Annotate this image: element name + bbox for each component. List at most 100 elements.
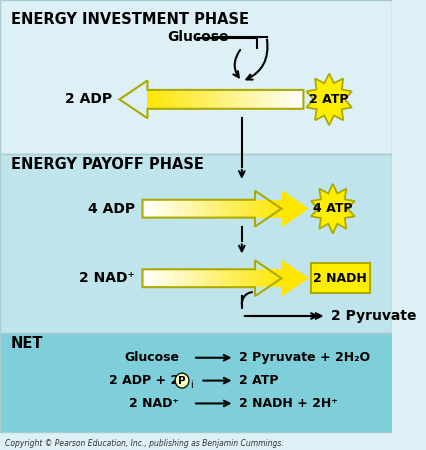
Bar	[305, 276, 306, 280]
Bar	[296, 201, 298, 217]
Bar	[236, 200, 241, 218]
Bar	[305, 276, 307, 280]
Bar	[150, 269, 154, 287]
Bar	[219, 200, 223, 218]
Bar	[202, 90, 207, 109]
Bar	[275, 269, 279, 287]
Bar	[170, 200, 175, 218]
Bar	[201, 200, 206, 218]
Polygon shape	[306, 73, 352, 125]
Bar	[305, 207, 306, 211]
Bar	[250, 269, 255, 287]
Bar	[295, 269, 296, 287]
Bar	[278, 269, 282, 287]
Bar	[268, 269, 272, 287]
Bar	[290, 197, 292, 221]
Bar	[205, 200, 210, 218]
Bar	[153, 200, 157, 218]
Bar	[301, 204, 303, 213]
Text: 4 ADP: 4 ADP	[88, 202, 135, 216]
Bar	[226, 269, 230, 287]
Bar	[163, 200, 168, 218]
Bar	[299, 203, 301, 215]
Bar	[250, 200, 255, 218]
Text: 2 NAD⁺: 2 NAD⁺	[129, 397, 179, 410]
Bar	[302, 205, 304, 213]
Bar	[286, 194, 288, 224]
Bar	[295, 200, 296, 218]
Bar	[0, 154, 391, 333]
Bar	[233, 200, 237, 218]
Bar	[222, 269, 227, 287]
Bar	[219, 269, 223, 287]
Bar	[283, 261, 285, 295]
Bar	[295, 200, 297, 217]
Bar	[291, 197, 292, 220]
Bar	[301, 274, 303, 283]
Bar	[290, 266, 292, 290]
Text: 2 NADH + 2H⁺: 2 NADH + 2H⁺	[239, 397, 338, 410]
Bar	[163, 90, 168, 109]
Bar	[299, 272, 301, 284]
Bar	[289, 196, 291, 222]
Bar	[240, 269, 244, 287]
Bar	[247, 200, 251, 218]
Bar	[284, 193, 286, 225]
Bar	[146, 269, 150, 287]
Bar	[156, 269, 161, 287]
Bar	[222, 200, 227, 218]
Bar	[286, 264, 288, 293]
Bar	[205, 269, 210, 287]
Bar	[303, 205, 304, 212]
Bar	[209, 200, 213, 218]
Text: 2 NAD⁺: 2 NAD⁺	[79, 271, 135, 285]
Bar	[159, 90, 164, 109]
Bar	[0, 333, 391, 432]
Bar	[268, 200, 272, 218]
Bar	[150, 200, 154, 218]
Bar	[143, 200, 147, 218]
Bar	[301, 273, 302, 283]
Bar	[241, 90, 246, 109]
Bar	[264, 269, 268, 287]
Bar	[256, 90, 262, 109]
Bar	[237, 90, 242, 109]
Bar	[268, 90, 273, 109]
Bar	[147, 90, 152, 109]
Bar	[305, 207, 307, 211]
Bar	[170, 269, 175, 287]
Text: 2 ATP: 2 ATP	[309, 93, 349, 106]
Bar	[160, 269, 164, 287]
Bar	[218, 90, 222, 109]
Bar	[300, 273, 302, 284]
Text: P: P	[178, 376, 186, 386]
Bar	[288, 90, 293, 109]
Bar	[284, 262, 286, 294]
Bar	[233, 90, 238, 109]
Bar	[229, 90, 234, 109]
Bar	[198, 269, 202, 287]
Bar	[304, 275, 305, 281]
Circle shape	[175, 373, 189, 388]
Bar	[194, 90, 199, 109]
Bar	[229, 269, 234, 287]
Bar	[307, 208, 308, 210]
Bar	[271, 200, 276, 218]
Bar	[292, 267, 294, 289]
Bar	[287, 264, 288, 292]
Bar	[306, 207, 308, 210]
Bar	[167, 200, 171, 218]
Bar	[285, 194, 287, 224]
Bar	[226, 200, 230, 218]
Bar	[254, 200, 258, 218]
Bar	[291, 198, 293, 220]
Bar	[240, 200, 244, 218]
Text: Glucose: Glucose	[167, 30, 228, 44]
Bar	[254, 269, 258, 287]
Bar	[294, 269, 296, 288]
Bar	[195, 269, 199, 287]
Bar	[307, 208, 309, 209]
Text: 2 ADP: 2 ADP	[65, 92, 112, 106]
Bar	[249, 90, 253, 109]
Bar	[283, 192, 285, 225]
